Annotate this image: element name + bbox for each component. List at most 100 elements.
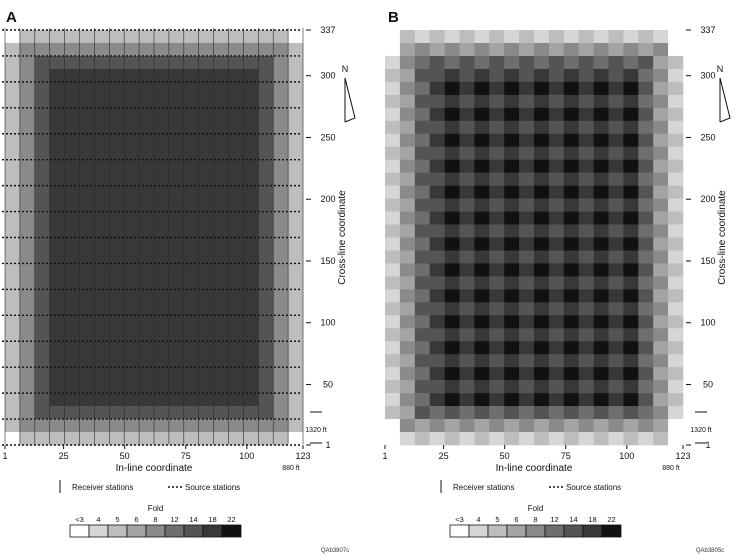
panel-b-heatmap-cell	[519, 328, 535, 342]
panel-b-heatmap-cell	[534, 211, 550, 225]
panel-b-heatmap-cell	[385, 263, 401, 277]
panel-b-heatmap-cell	[653, 185, 669, 199]
panel-b-heatmap-cell	[474, 42, 490, 57]
panel-a-heatmap-cell	[109, 315, 125, 329]
panel-a-heatmap-cell	[243, 107, 259, 122]
panel-a-heatmap-cell	[49, 289, 65, 303]
panel-a-heatmap-cell	[79, 289, 95, 303]
panel-a-heatmap-cell	[5, 341, 21, 355]
panel-a-heatmap-cell	[198, 42, 214, 57]
panel-a-heatmap-cell	[19, 211, 36, 225]
panel-a-heatmap-cell	[64, 432, 80, 446]
panel-b-scale-label-short: 880 ft	[662, 465, 680, 472]
panel-a-heatmap-cell	[49, 328, 65, 342]
panel-a-heatmap-cell	[228, 81, 244, 96]
panel-b-heatmap-cell	[578, 289, 594, 303]
panel-a-heatmap-cell	[288, 419, 304, 433]
panel-a-heatmap-cell	[273, 185, 289, 199]
panel-a-heatmap-cell	[168, 263, 185, 277]
panel-b-heatmap-cell	[519, 120, 535, 135]
panel-a-heatmap-cell	[183, 185, 199, 199]
panel-a-heatmap-cell	[228, 432, 244, 446]
panel-b-heatmap-cell	[638, 30, 654, 44]
panel-b-heatmap-cell	[385, 211, 401, 225]
panel-a-heatmap-cell	[124, 237, 140, 251]
panel-a-heatmap-cell	[183, 367, 199, 381]
panel-a-heatmap-cell	[198, 30, 214, 44]
panel-b-heatmap-cell	[668, 120, 684, 135]
panel-a-heatmap-cell	[34, 432, 50, 446]
panel-b-heatmap-cell	[459, 198, 475, 212]
panel-b-heatmap-cell	[534, 120, 550, 135]
panel-a-heatmap-cell	[213, 367, 229, 381]
panel-b-heatmap-cell	[474, 133, 490, 148]
panel-a-heatmap-cell	[64, 68, 80, 83]
panel-b-heatmap-cell	[593, 185, 609, 199]
panel-a-heatmap-cell	[273, 159, 289, 173]
panel-a-heatmap-cell	[213, 159, 229, 173]
panel-a-heatmap-cell	[19, 341, 36, 355]
panel-b-heatmap-cell	[593, 419, 609, 433]
panel-b-heatmap-cell	[489, 315, 505, 329]
panel-b-heatmap-cell	[578, 55, 594, 70]
panel-a-heatmap-cell	[213, 68, 229, 83]
panel-b-heatmap-cell	[653, 289, 669, 303]
panel-a-heatmap-cell	[5, 107, 21, 122]
panel-b-heatmap-cell	[519, 263, 535, 277]
panel-b-heatmap-cell	[504, 133, 520, 148]
panel-a-heatmap-cell	[154, 315, 170, 329]
panel-a-heatmap-cell	[154, 30, 170, 44]
panel-a-heatmap-cell	[154, 81, 170, 96]
panel-a-heatmap-cell	[109, 159, 125, 173]
panel-a-heatmap-cell	[49, 302, 65, 316]
panel-a-fold-legend-swatch	[183, 524, 204, 538]
panel-a-heatmap-cell	[198, 159, 214, 173]
panel-b-heatmap-cell	[459, 393, 475, 407]
panel-a-heatmap-cell	[5, 146, 21, 160]
panel-a-heatmap-cell	[288, 393, 304, 407]
panel-b-station-key: Receiver stations Source stations	[440, 480, 621, 493]
panel-b-heatmap-cell	[563, 315, 579, 329]
panel-b-heatmap-cell	[385, 133, 401, 148]
panel-b-heatmap-cell	[489, 302, 505, 316]
panel-b-heatmap-cell	[534, 159, 550, 173]
panel-a-heatmap-cell	[64, 94, 80, 109]
panel-b-heatmap-cell	[668, 42, 684, 57]
panel-a-heatmap-cell	[19, 315, 36, 329]
panel-b-heatmap-cell	[489, 341, 505, 355]
panel-a-heatmap-cell	[124, 55, 140, 70]
panel-b-heatmap-cell	[414, 107, 430, 122]
panel-b-heatmap-cell	[519, 419, 535, 433]
panel-a-heatmap-cell	[154, 237, 170, 251]
panel-b-fold-legend-label: 4	[476, 515, 480, 524]
panel-a-heatmap-cell	[124, 432, 140, 446]
panel-b-heatmap-cell	[444, 42, 460, 57]
panel-a-heatmap-cell	[19, 302, 36, 316]
panel-a-heatmap-cell	[19, 276, 36, 290]
panel-a-heatmap-cell	[79, 94, 95, 109]
panel-a-heatmap-cell	[109, 419, 125, 433]
panel-a-heatmap-cell	[64, 341, 80, 355]
panel-a-heatmap-cell	[124, 328, 140, 342]
panel-a-y-tick-label: 150	[320, 256, 335, 266]
panel-a-heatmap-cell	[154, 380, 170, 394]
panel-b-heatmap-cell	[578, 328, 594, 342]
panel-b-heatmap-cell	[385, 237, 401, 251]
panel-a-heatmap-cell	[228, 367, 244, 381]
panel-b-heatmap-cell	[638, 120, 654, 135]
panel-b-heatmap-cell	[385, 367, 401, 381]
panel-b-heatmap-cell	[623, 406, 639, 420]
panel-a-heatmap-cell	[273, 432, 289, 446]
panel-b-heatmap-cell	[563, 211, 579, 225]
panel-a-heatmap-cell	[64, 237, 80, 251]
panel-b-heatmap-cell	[563, 250, 579, 264]
panel-b-heatmap-cell	[623, 211, 639, 225]
panel-a-heatmap-cell	[168, 81, 185, 96]
panel-a-heatmap-cell	[154, 224, 170, 238]
panel-b-heatmap-cell	[593, 302, 609, 316]
panel-a-heatmap-cell	[49, 250, 65, 264]
panel-b-heatmap-cell	[489, 159, 505, 173]
panel-b-heatmap-cell	[623, 42, 639, 57]
panel-b-heatmap-cell	[578, 68, 594, 83]
